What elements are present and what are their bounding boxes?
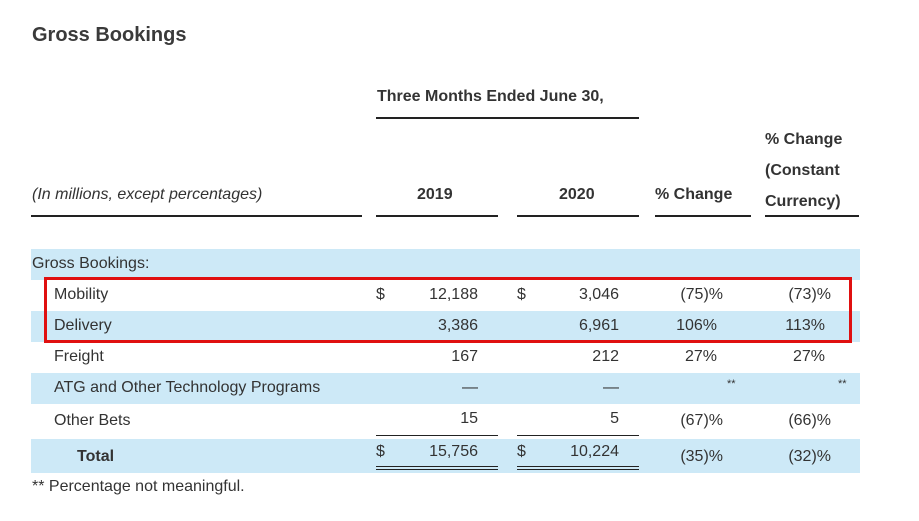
- currency-symbol: $: [376, 286, 385, 303]
- cell-delivery-pct-cc: 113%: [785, 317, 825, 334]
- cc-header-line-3: Currency): [765, 193, 841, 210]
- period-header-rule: [376, 117, 639, 119]
- cell-total-pct: (35)%: [680, 448, 723, 465]
- cell-atg-2019: —: [462, 379, 478, 396]
- units-label: (In millions, except percentages): [32, 186, 263, 203]
- cell-other-bets-2019: 15: [460, 410, 478, 427]
- units-rule: [31, 215, 362, 217]
- column-rule-2020: [517, 215, 639, 217]
- row-label-total: Total: [77, 448, 115, 465]
- row-label-freight: Freight: [54, 348, 104, 365]
- cell-delivery-2020: 6,961: [578, 317, 619, 334]
- column-rule-pct-change: [655, 215, 751, 217]
- cc-header-line-1: % Change: [765, 131, 843, 148]
- page-title: Gross Bookings: [32, 24, 187, 46]
- cell-delivery-pct: 106%: [676, 317, 717, 334]
- cell-atg-pct: **: [727, 378, 736, 390]
- total-double-rule-2019-a: [376, 466, 498, 467]
- cell-mobility-2020: 3,046: [578, 286, 619, 303]
- period-header: Three Months Ended June 30,: [377, 88, 604, 105]
- row-band-delivery: [31, 311, 860, 342]
- cell-total-pct-cc: (32)%: [788, 448, 831, 465]
- cell-freight-pct: 27%: [684, 348, 717, 365]
- column-header-constant-currency: % Change (Constant Currency): [765, 124, 842, 217]
- row-label-delivery: Delivery: [54, 317, 112, 334]
- section-label: Gross Bookings:: [32, 255, 150, 272]
- highlight-box: [44, 277, 852, 343]
- cell-other-bets-pct: (67)%: [680, 412, 723, 429]
- cell-other-bets-2020: 5: [610, 410, 619, 427]
- cell-other-bets-pct-cc: (66)%: [788, 412, 831, 429]
- row-label-other-bets: Other Bets: [54, 412, 131, 429]
- row-label-atg: ATG and Other Technology Programs: [54, 379, 321, 396]
- cell-delivery-2019: 3,386: [437, 317, 478, 334]
- footnote: ** Percentage not meaningful.: [32, 478, 245, 495]
- row-band-section: [31, 249, 860, 280]
- cell-mobility-pct: (75)%: [680, 286, 723, 303]
- column-header-2019: 2019: [417, 186, 453, 203]
- row-label-mobility: Mobility: [54, 286, 109, 303]
- subtotal-rule-2019: [376, 435, 498, 436]
- column-rule-2019: [376, 215, 498, 217]
- cell-freight-2020: 212: [592, 348, 619, 365]
- column-rule-constant-currency: [765, 215, 859, 217]
- cell-atg-2020: —: [603, 379, 619, 396]
- cell-total-2019: 15,756: [429, 443, 478, 460]
- row-band-total: [31, 439, 860, 473]
- currency-symbol: $: [517, 286, 526, 303]
- cc-header-line-2: (Constant: [765, 162, 840, 179]
- column-header-pct-change: % Change: [655, 186, 733, 203]
- cell-total-2020: 10,224: [570, 443, 619, 460]
- total-double-rule-2020-a: [517, 466, 639, 467]
- currency-symbol: $: [376, 443, 385, 460]
- total-double-rule-2019-b: [376, 469, 498, 470]
- cell-freight-2019: 167: [451, 348, 478, 365]
- cell-atg-pct-cc: **: [838, 378, 847, 390]
- total-double-rule-2020-b: [517, 469, 639, 470]
- subtotal-rule-2020: [517, 435, 639, 436]
- currency-symbol: $: [517, 443, 526, 460]
- column-header-2020: 2020: [559, 186, 595, 203]
- row-band-atg: [31, 373, 860, 404]
- cell-freight-pct-cc: 27%: [792, 348, 825, 365]
- cell-mobility-2019: 12,188: [429, 286, 478, 303]
- cell-mobility-pct-cc: (73)%: [788, 286, 831, 303]
